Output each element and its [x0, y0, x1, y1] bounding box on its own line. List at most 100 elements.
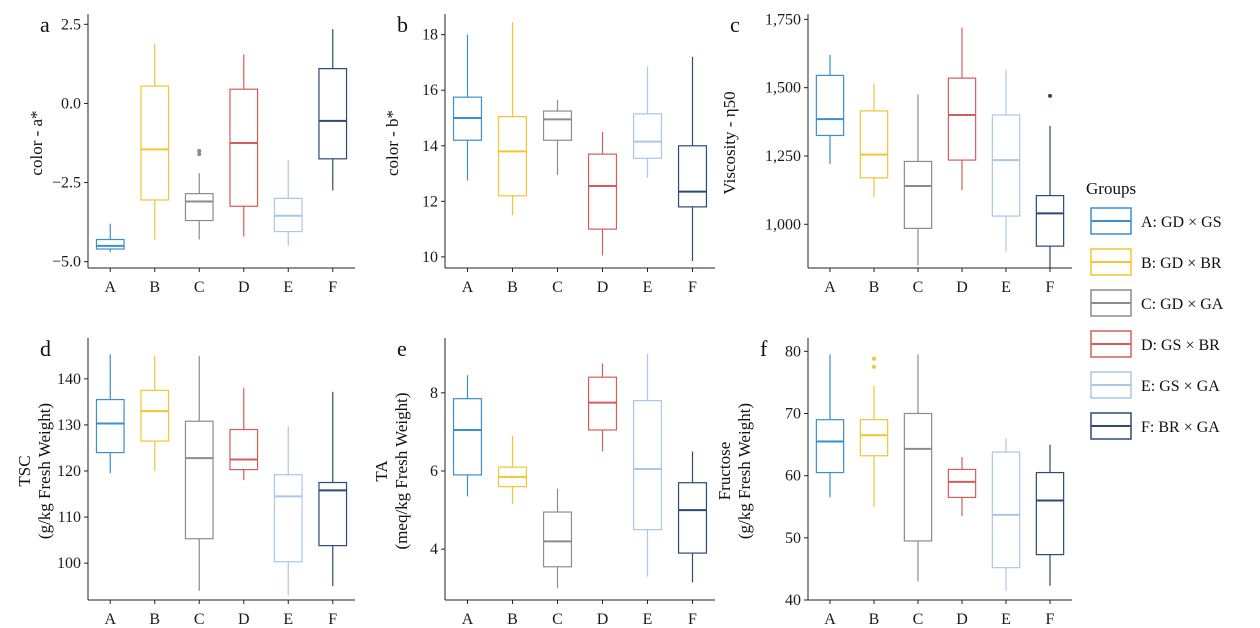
box-body	[1035, 471, 1065, 556]
x-tick-label: E	[283, 279, 293, 296]
box-B	[859, 356, 889, 507]
box-A	[95, 354, 125, 474]
outlier-point	[1048, 93, 1052, 98]
legend-label: D: GS × BR	[1141, 337, 1220, 354]
x-tick-label: A	[462, 279, 474, 296]
y-tick-label: 16	[422, 82, 438, 99]
panel-letter: c	[730, 12, 740, 37]
box-body	[632, 400, 663, 531]
box-C	[184, 355, 214, 591]
y-axis-title: color - b*	[383, 110, 402, 176]
y-tick-label: 100	[57, 555, 81, 572]
box-A	[95, 223, 125, 253]
box-body	[184, 420, 214, 540]
box-E	[991, 69, 1021, 252]
y-tick-label: 10	[422, 249, 438, 266]
y-axis-title: (g/kg Fresh Weight)	[735, 403, 754, 539]
x-tick-label: F	[688, 611, 697, 628]
y-tick-label: 6	[430, 463, 438, 480]
x-tick-label: D	[956, 611, 968, 628]
legend-item-D: D: GS × BR	[1090, 330, 1220, 358]
box-body	[497, 116, 528, 197]
x-tick-label: F	[328, 611, 337, 628]
box-body	[815, 419, 845, 474]
y-tick-label: 18	[422, 27, 438, 44]
x-tick-label: C	[913, 279, 924, 296]
box-F	[1035, 93, 1065, 268]
box-body	[542, 511, 573, 568]
box-D	[587, 363, 618, 452]
x-tick-label: E	[643, 611, 653, 628]
box-body	[903, 412, 933, 542]
x-tick-label: B	[149, 279, 160, 296]
box-A	[815, 354, 845, 498]
box-C	[903, 354, 933, 582]
box-body	[677, 482, 708, 554]
box-body	[859, 110, 889, 179]
box-D	[947, 27, 977, 191]
box-B	[140, 355, 170, 471]
box-C	[542, 99, 573, 175]
outlier-point	[872, 364, 876, 369]
legend: Groups A: GD × GS B: GD × BR C: GD × GA D: G…	[1086, 179, 1224, 440]
legend-item-C: C: GD × GA	[1090, 289, 1224, 317]
panel-c: 1,000 1,250 1,500 1,750 A B C D E Fc Viscosity - η…	[720, 11, 1072, 296]
box-body	[318, 481, 348, 547]
panel-b: 10 12 14 16 18 A B C D E Fb color - b*	[383, 12, 715, 296]
y-tick-label: 1,500	[765, 80, 801, 97]
box-D	[587, 131, 618, 256]
x-tick-label: E	[1001, 611, 1011, 628]
box-body	[273, 474, 303, 563]
panel-e: 4 6 8 A B C D E Fe TA (meq/kg Fresh Weight)	[372, 336, 715, 628]
box-C	[184, 148, 214, 240]
box-body	[859, 419, 889, 457]
y-tick-label: 1,000	[765, 216, 801, 233]
box-body	[229, 88, 259, 207]
x-tick-label: C	[552, 611, 563, 628]
legend-item-F: F: BR × GA	[1090, 412, 1220, 440]
y-tick-label: 14	[422, 138, 438, 155]
x-tick-label: F	[688, 279, 697, 296]
box-A	[452, 34, 483, 181]
box-E	[991, 438, 1021, 591]
box-body	[903, 160, 933, 229]
panel-letter: b	[397, 12, 408, 37]
y-tick-label: 2.5	[61, 16, 81, 33]
box-body	[947, 77, 977, 161]
x-tick-label: C	[552, 279, 563, 296]
box-A	[452, 375, 483, 497]
y-tick-label: 70	[785, 405, 801, 422]
y-tick-label: 0.0	[61, 95, 81, 112]
box-B	[140, 43, 170, 240]
y-tick-label: 40	[785, 592, 801, 609]
box-B	[497, 22, 528, 216]
panel-letter: a	[40, 12, 50, 37]
box-C	[903, 94, 933, 266]
box-body	[95, 398, 125, 454]
panel-letter: f	[760, 336, 768, 361]
box-body	[184, 193, 214, 222]
legend-label: C: GD × GA	[1141, 296, 1224, 313]
y-tick-label: 120	[57, 463, 81, 480]
y-tick-label: 80	[785, 343, 801, 360]
x-tick-label: B	[507, 611, 518, 628]
box-F	[677, 451, 708, 583]
panel-a: −5.0 −2.5 0.0 2.5 A B C D E Fa color - a*	[27, 12, 355, 296]
x-tick-label: E	[643, 279, 653, 296]
outlier-point	[197, 148, 202, 153]
y-axis-title: Viscosity - η50	[720, 91, 739, 194]
y-tick-label: 12	[422, 193, 438, 210]
x-tick-label: B	[869, 279, 880, 296]
box-body	[947, 468, 977, 499]
box-body	[991, 451, 1021, 569]
x-tick-label: F	[1046, 611, 1055, 628]
y-axis-title: TSC	[15, 455, 34, 486]
x-tick-label: D	[597, 611, 609, 628]
x-tick-label: D	[238, 611, 250, 628]
x-tick-label: E	[1001, 279, 1011, 296]
box-body	[677, 145, 708, 208]
y-axis-title: (g/kg Fresh Weight)	[35, 403, 54, 539]
y-tick-label: 140	[57, 371, 81, 388]
